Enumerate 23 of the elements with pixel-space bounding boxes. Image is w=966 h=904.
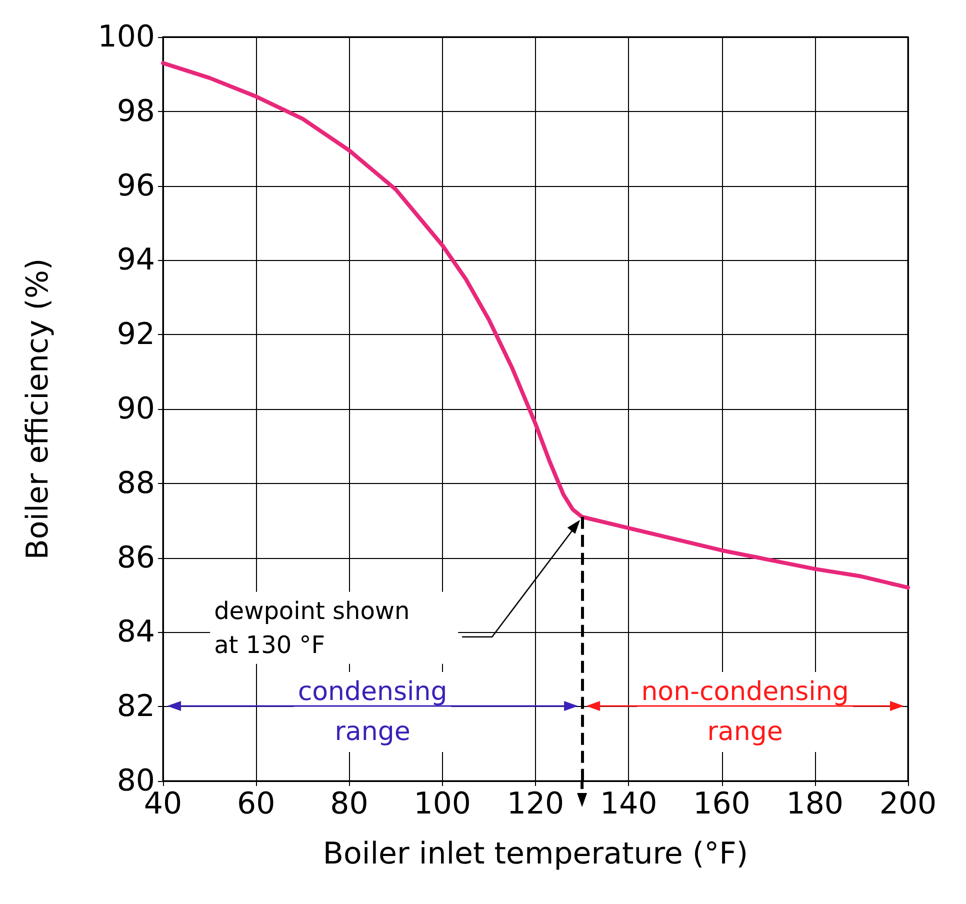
x-axis-title: Boiler inlet temperature (°F) bbox=[322, 836, 748, 872]
y-tick-label: 98 bbox=[116, 94, 155, 129]
x-tick-label: 180 bbox=[786, 786, 844, 822]
y-tick-label: 82 bbox=[116, 689, 155, 724]
x-tick-label: 120 bbox=[506, 786, 564, 822]
annotation: dewpoint shown at 130 °F bbox=[214, 596, 410, 659]
x-tick-label: 100 bbox=[414, 786, 472, 822]
annotation: non-condensing range bbox=[641, 677, 849, 747]
y-tick-label: 96 bbox=[116, 168, 155, 204]
y-tick-label: 90 bbox=[116, 392, 155, 426]
x-tick-label: 80 bbox=[330, 786, 368, 822]
y-axis-title: Boiler efficiency (%) bbox=[20, 258, 56, 560]
y-tick-label: 92 bbox=[116, 317, 155, 352]
annotation: condensing range bbox=[298, 677, 448, 747]
y-tick-label: 86 bbox=[116, 540, 155, 576]
y-tick-label: 88 bbox=[116, 466, 155, 501]
x-tick-label: 160 bbox=[693, 786, 750, 822]
x-tick-label: 140 bbox=[600, 786, 658, 822]
x-tick-label: 60 bbox=[237, 786, 276, 822]
y-tick-label: 94 bbox=[116, 242, 155, 278]
x-tick-label: 200 bbox=[879, 786, 937, 822]
y-tick-label: 84 bbox=[116, 614, 155, 650]
y-tick-label: 100 bbox=[98, 20, 155, 54]
